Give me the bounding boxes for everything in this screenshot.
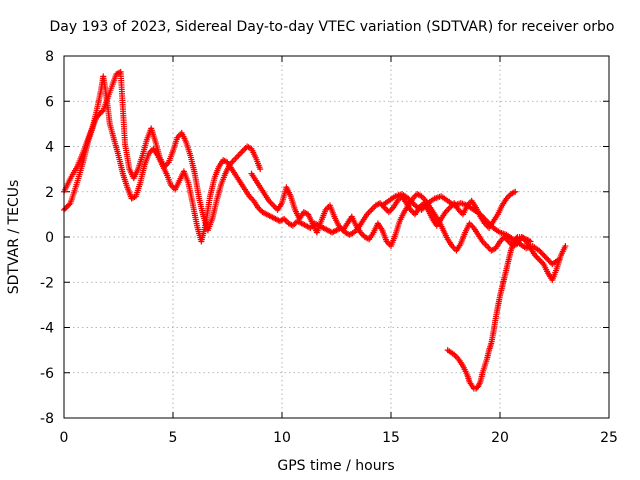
series-track-e (444, 234, 534, 392)
data-point (257, 166, 264, 173)
data-point (93, 114, 100, 121)
grid (64, 56, 609, 418)
y-tick-label: -4 (40, 321, 54, 337)
y-tick-label: -6 (40, 366, 54, 382)
data-point (537, 248, 544, 255)
x-tick-label: 10 (273, 430, 291, 446)
data-point (64, 202, 71, 209)
data-point (545, 257, 552, 264)
series-track-c (248, 170, 569, 283)
data-point (512, 188, 519, 195)
y-tick-label: -8 (40, 411, 54, 427)
data-point (481, 215, 488, 222)
series-track-d (379, 191, 562, 268)
data-point (478, 212, 485, 219)
y-tick-label: 6 (45, 94, 54, 110)
data-point (536, 247, 543, 254)
data-point (487, 222, 494, 229)
y-tick-label: 2 (45, 185, 54, 201)
x-tick-label: 15 (382, 430, 400, 446)
data-point (541, 253, 548, 260)
x-tick-label: 25 (600, 430, 618, 446)
data-point (527, 238, 534, 245)
data-point (538, 250, 545, 257)
data-point (486, 220, 493, 227)
data-point (540, 251, 547, 258)
x-axis-label: GPS time / hours (277, 458, 394, 474)
data-point (546, 258, 553, 265)
data-point (418, 206, 425, 213)
data-point (422, 202, 429, 209)
data-point (95, 112, 102, 119)
data-point (513, 235, 520, 242)
y-tick-label: 4 (45, 140, 54, 156)
x-tick-label: 0 (60, 430, 69, 446)
y-axis-label: SDTVAR / TECUs (6, 180, 22, 295)
data-point (409, 199, 416, 206)
x-tick-label: 20 (491, 430, 509, 446)
data-point (97, 110, 104, 117)
data-point (477, 211, 484, 218)
data-point (419, 205, 426, 212)
data-point (542, 254, 549, 261)
data-point (562, 243, 569, 250)
data-point (408, 198, 415, 205)
data-point (555, 256, 562, 263)
chart-title: Day 193 of 2023, Sidereal Day-to-day VTE… (50, 19, 615, 35)
y-tick-label: -2 (40, 275, 54, 291)
data-point (96, 111, 103, 118)
data-point (479, 214, 486, 221)
data-point (544, 255, 551, 262)
data-point (406, 196, 413, 203)
data-point (98, 108, 105, 115)
plot-frame (63, 55, 610, 419)
data-point (405, 195, 412, 202)
y-tick-label: 0 (45, 230, 54, 246)
data-marks (61, 68, 569, 392)
series-track-b (61, 68, 264, 234)
data-point (483, 218, 490, 225)
y-tick-label: 8 (45, 49, 54, 65)
data-point (421, 204, 428, 211)
data-point (485, 219, 492, 226)
data-point (62, 205, 69, 212)
x-tick-label: 5 (169, 430, 178, 446)
data-point (482, 216, 489, 223)
data-point (63, 204, 70, 211)
data-point (66, 201, 73, 208)
